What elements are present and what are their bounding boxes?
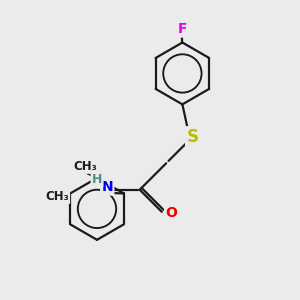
Text: O: O bbox=[165, 206, 177, 220]
Text: CH₃: CH₃ bbox=[45, 190, 69, 203]
Text: CH₃: CH₃ bbox=[74, 160, 97, 173]
Text: F: F bbox=[178, 22, 187, 36]
Text: H: H bbox=[92, 173, 102, 186]
Text: S: S bbox=[187, 128, 199, 146]
Text: N: N bbox=[101, 180, 113, 194]
